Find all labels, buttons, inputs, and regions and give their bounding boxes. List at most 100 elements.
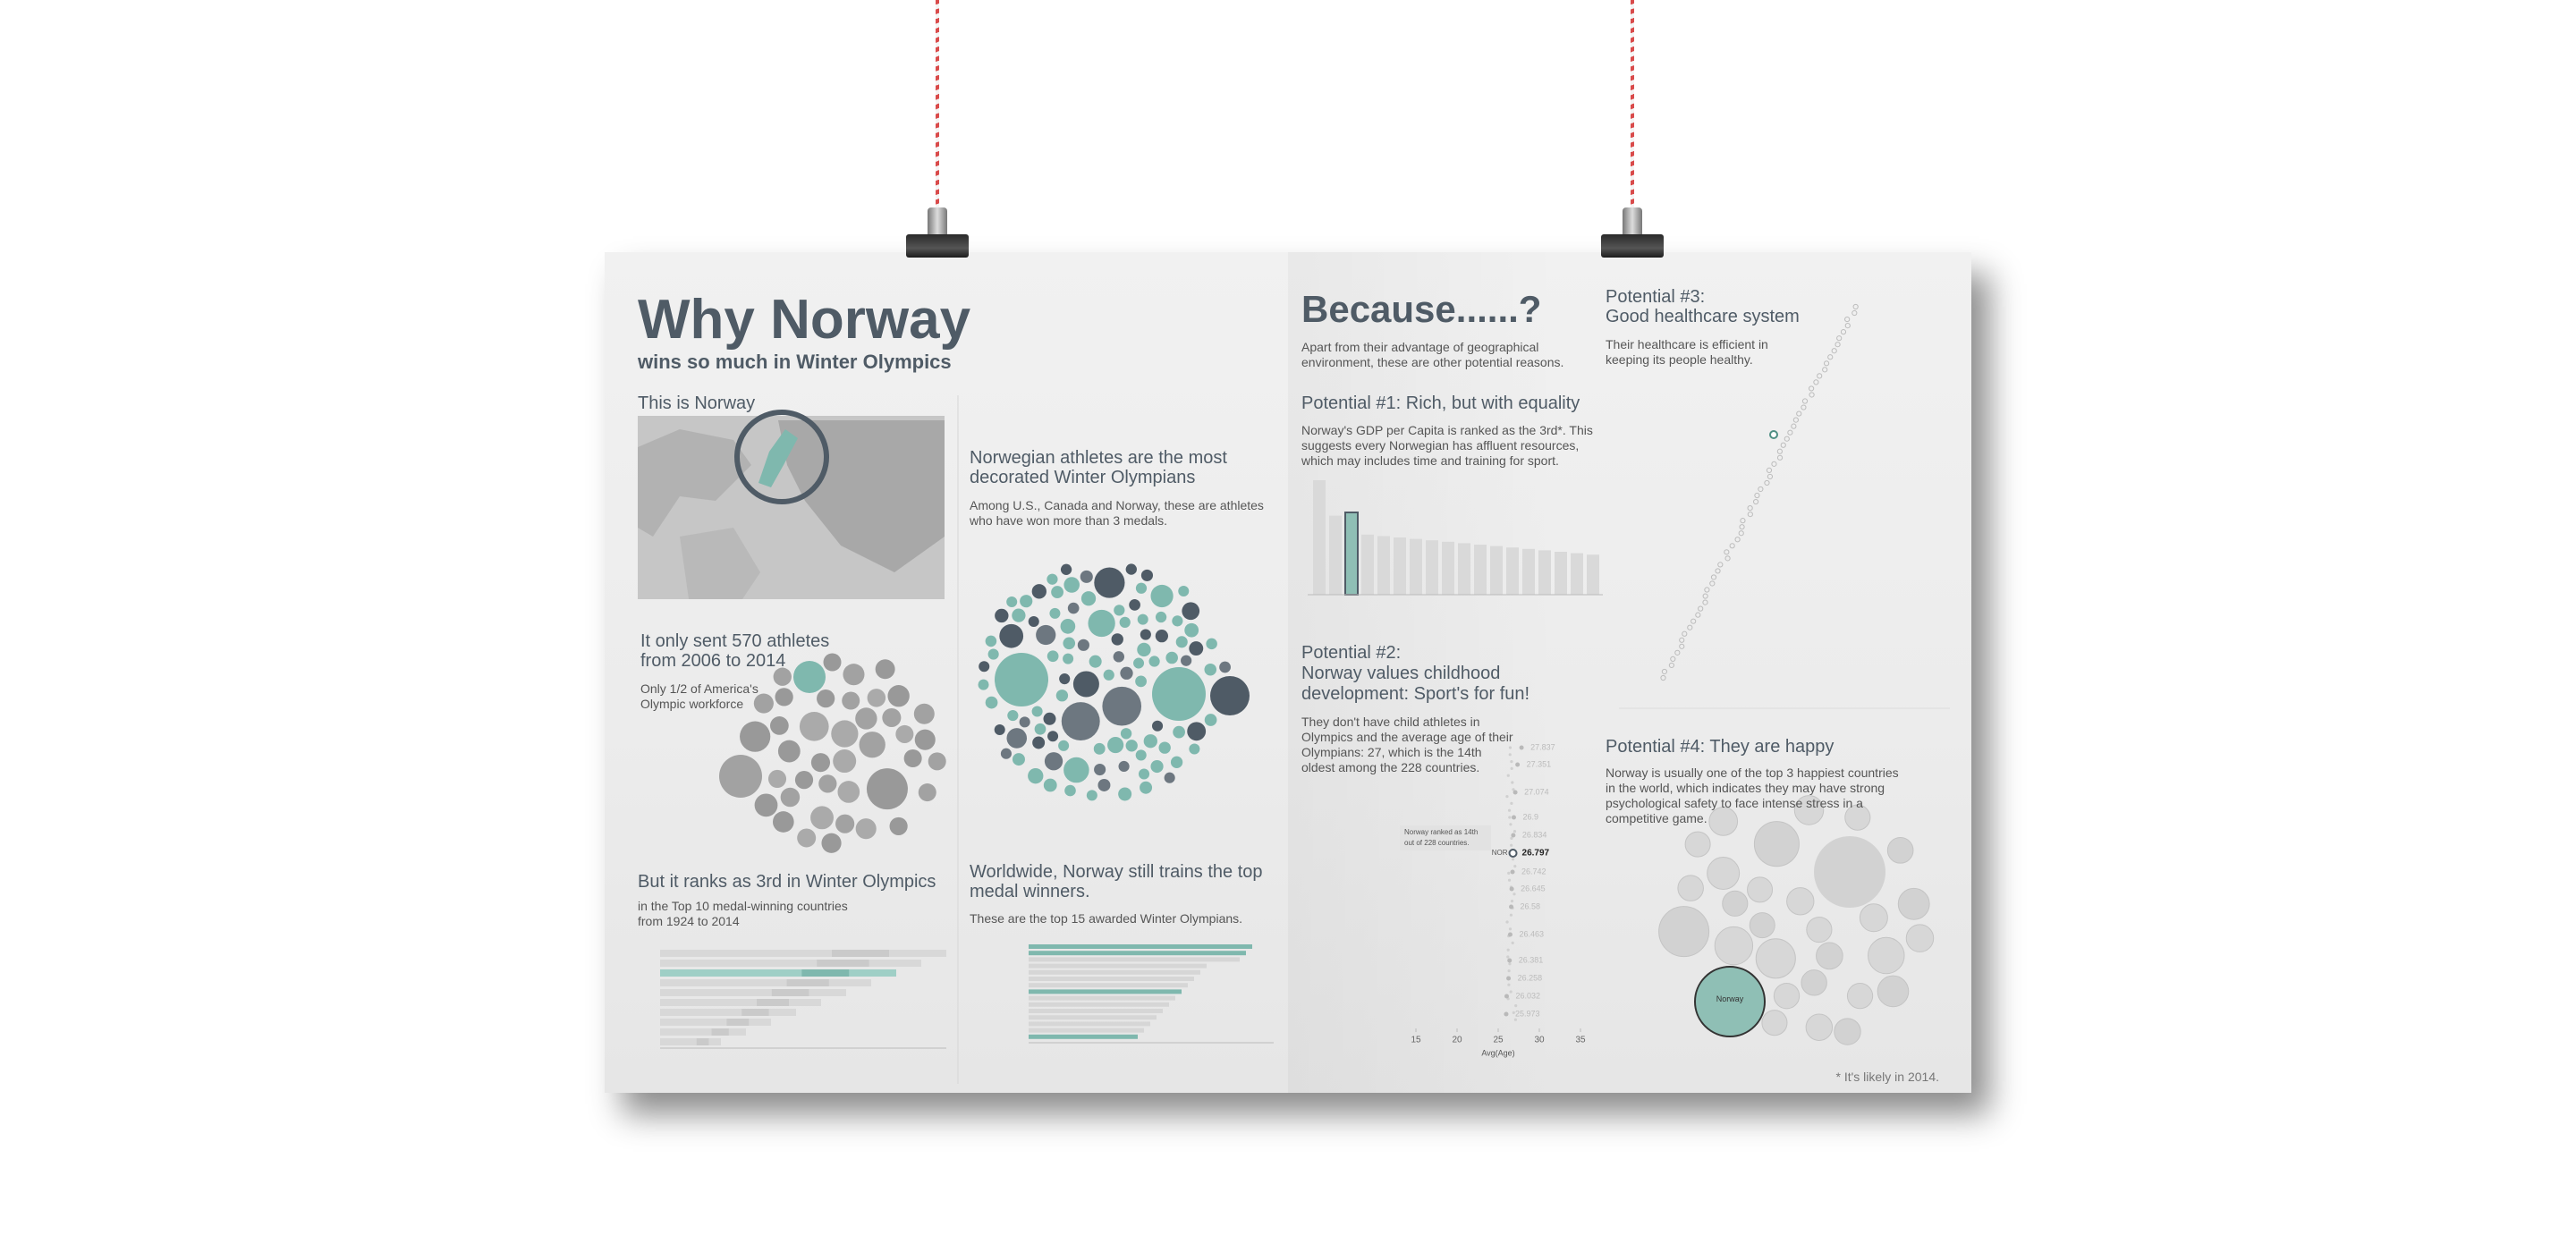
scatter-point (1710, 574, 1717, 580)
scatter-point (1827, 354, 1834, 360)
section-heading: Potential #2: (1301, 643, 1402, 663)
bubble (1150, 584, 1174, 608)
bubble (799, 711, 829, 741)
bubble (1031, 584, 1046, 599)
scatter-point (1702, 599, 1708, 605)
bubble (1094, 567, 1125, 598)
scatter-point (1780, 442, 1786, 448)
bubble (1046, 650, 1059, 663)
bubble (1859, 903, 1888, 933)
dot (1510, 869, 1515, 875)
section-note: competitive game. (1606, 811, 1707, 825)
section-note: who have won more than 3 medals. (970, 513, 1168, 528)
scatter-point (1702, 593, 1708, 599)
scatter-point (1717, 562, 1724, 568)
dot (1511, 833, 1516, 838)
hanging-string (936, 0, 939, 215)
x-tick-label: 25 (1493, 1036, 1504, 1045)
bubble (1043, 712, 1056, 725)
x-tick-label: 30 (1534, 1036, 1545, 1045)
scatter-point (1752, 498, 1759, 505)
dot (1509, 904, 1514, 909)
bubble (1063, 577, 1080, 593)
bubble (1219, 661, 1231, 673)
bubble (913, 703, 935, 724)
scatter-point (1668, 662, 1674, 669)
scatter-highlight (1769, 430, 1778, 439)
section-heading: It only sent 570 athletes (640, 631, 830, 651)
bubble (773, 667, 792, 686)
bubble (1182, 602, 1200, 621)
dot (1507, 958, 1513, 963)
bubble (810, 753, 831, 773)
athlete-row (1029, 1009, 1163, 1013)
bubble (1158, 741, 1171, 754)
bubble (1046, 573, 1058, 585)
minor-dot (1505, 795, 1509, 799)
bubble (823, 653, 842, 672)
bubble (985, 696, 998, 709)
athlete-row (1029, 963, 1207, 969)
medal-row-part (757, 999, 789, 1006)
gdp-bar (1344, 512, 1359, 596)
bubble (1006, 596, 1018, 608)
bubble (1137, 613, 1148, 625)
subtitle: wins so much in Winter Olympics (638, 351, 952, 373)
scatter-point (1792, 417, 1799, 423)
bubble (835, 814, 855, 833)
bubble (1125, 740, 1138, 752)
bubble (1049, 607, 1061, 619)
medal-row (660, 1009, 796, 1016)
bubble (1773, 983, 1801, 1010)
bubble (1173, 725, 1185, 739)
title: Why Norway (638, 289, 971, 351)
dot (1508, 849, 1518, 858)
bubble (1148, 656, 1160, 667)
section-note: Olympians: 27, which is the 14th (1301, 745, 1482, 759)
medal-row-part (832, 950, 889, 957)
bubble (1844, 804, 1871, 831)
bubble (1135, 582, 1148, 594)
scatter-point (1840, 329, 1847, 335)
minor-dot (1513, 1018, 1517, 1021)
medal-row-part (786, 979, 829, 986)
bubble (821, 833, 842, 853)
section-note: suggests every Norwegian has affluent re… (1301, 438, 1580, 453)
scatter-point (1767, 473, 1774, 480)
bubble (1032, 736, 1046, 749)
poster-fold (1288, 252, 1971, 1093)
section-heading: decorated Winter Olympians (970, 468, 1196, 487)
gdp-bar (1442, 541, 1454, 595)
minor-dot (1505, 920, 1509, 924)
binder-clip (1601, 234, 1664, 258)
bubble (1080, 570, 1093, 583)
dot (1506, 976, 1512, 981)
bubble (1189, 641, 1204, 656)
bubble (1000, 748, 1012, 759)
section-note: which may includes time and training for… (1301, 453, 1559, 468)
bubble (775, 688, 793, 706)
bubble (1135, 675, 1147, 688)
bubble (1118, 760, 1130, 773)
minor-dot (1509, 913, 1513, 917)
bubble (794, 771, 814, 790)
poster (605, 252, 1971, 1093)
scatter-point (1764, 479, 1770, 486)
scatter-point (1852, 303, 1859, 310)
scatter-point (1679, 643, 1685, 649)
bubble (1707, 857, 1741, 890)
bubble (719, 755, 762, 798)
hanging-string (1631, 0, 1634, 215)
bubble (1072, 671, 1099, 698)
minor-dot (1506, 955, 1510, 959)
annotation: Norway ranked as 14th (1404, 828, 1478, 836)
bubble (855, 818, 877, 840)
minor-dot (1507, 969, 1511, 973)
scatter-point (1734, 537, 1741, 543)
bubble (1786, 887, 1815, 916)
map-norway (758, 429, 798, 487)
value-label: 26.797 (1522, 849, 1550, 859)
bubble (1086, 790, 1097, 801)
minor-dot (1507, 878, 1512, 882)
medal-row (660, 1028, 746, 1036)
